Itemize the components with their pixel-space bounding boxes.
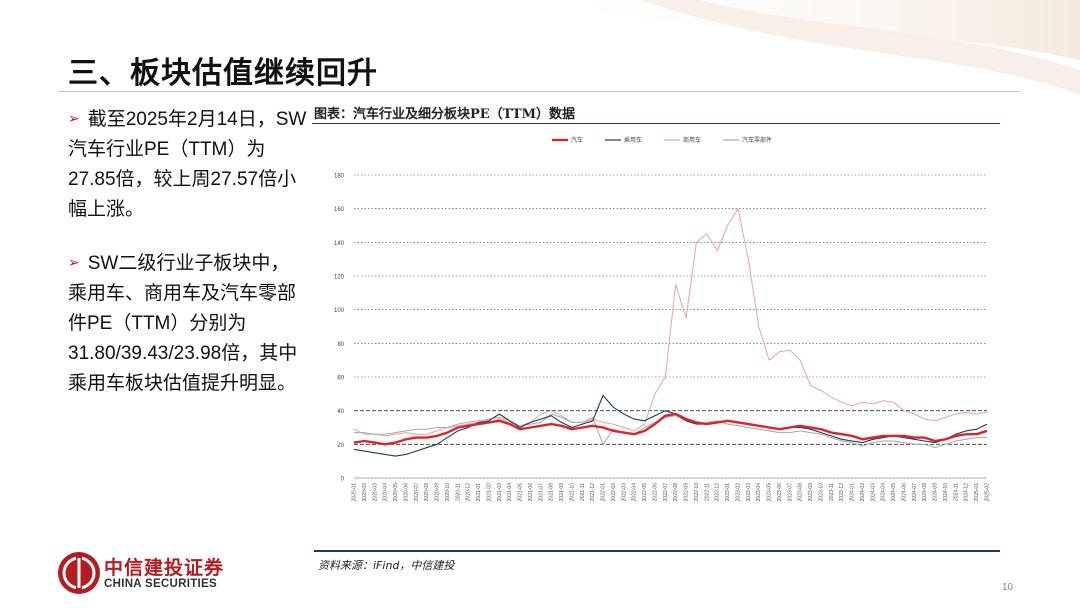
arrow-bullet-icon: ➢ xyxy=(68,110,80,126)
x-tick-label: 2022-03 xyxy=(621,483,627,502)
x-tick-label: 2021-04 xyxy=(507,483,513,502)
x-tick-label: 2024-05 xyxy=(891,483,897,502)
y-tick-label: 60 xyxy=(337,376,344,382)
x-tick-label: 2021-07 xyxy=(538,483,544,502)
x-tick-label: 2022-06 xyxy=(652,483,658,502)
x-tick-label: 2022-02 xyxy=(611,483,617,502)
x-tick-label: 2023-05 xyxy=(767,483,773,502)
bullet-item: ➢ 截至2025年2月14日，SW汽车行业PE（TTM）为27.85倍，较上周27… xyxy=(68,103,308,225)
x-tick-label: 2020-06 xyxy=(403,483,409,502)
x-tick-label: 2021-11 xyxy=(580,483,586,501)
x-tick-label: 2024-06 xyxy=(901,483,907,502)
series-line xyxy=(353,412,988,446)
citic-logo-icon xyxy=(58,552,100,594)
x-tick-label: 2020-04 xyxy=(383,483,389,502)
x-tick-label: 2023-04 xyxy=(756,483,762,502)
x-tick-label: 2021-10 xyxy=(569,483,575,502)
x-tick-label: 2020-05 xyxy=(393,483,399,502)
x-tick-label: 2021-05 xyxy=(518,483,524,502)
x-tick-label: 2021-02 xyxy=(486,483,492,502)
bullet-list: ➢ 截至2025年2月14日，SW汽车行业PE（TTM）为27.85倍，较上周27… xyxy=(68,103,308,421)
x-tick-label: 2023-06 xyxy=(777,483,783,502)
bullet-text: 截至2025年2月14日，SW汽车行业PE（TTM）为27.85倍，较上周27.… xyxy=(68,109,307,220)
y-tick-label: 40 xyxy=(337,409,344,415)
x-tick-label: 2024-11 xyxy=(953,483,959,501)
x-tick-label: 2022-08 xyxy=(673,483,679,502)
bullet-text: SW二级行业子板块中，乘用车、商用车及汽车零部件PE（TTM）分别为31.80/… xyxy=(68,253,298,394)
x-tick-label: 2023-12 xyxy=(839,483,845,502)
legend-label: 汽车 xyxy=(571,136,583,144)
x-tick-label: 2021-03 xyxy=(497,483,503,502)
x-tick-label: 2025-01 xyxy=(974,483,980,502)
x-tick-label: 2021-01 xyxy=(476,483,482,502)
x-tick-label: 2020-07 xyxy=(414,483,420,502)
x-tick-label: 2023-09 xyxy=(808,483,814,502)
arrow-bullet-icon: ➢ xyxy=(68,254,80,270)
source-note: 资料来源：iFind，中信建投 xyxy=(318,559,455,572)
x-tick-label: 2022-09 xyxy=(684,483,690,502)
title-divider xyxy=(58,91,1020,92)
brand-name-en: CHINA SECURITIES xyxy=(104,578,217,590)
x-tick-label: 2020-02 xyxy=(362,483,368,502)
legend-label: 汽车零部件 xyxy=(742,136,772,144)
legend-label: 商用车 xyxy=(683,136,701,144)
brand-name-cn: 中信建投证券 xyxy=(104,557,225,579)
y-tick-label: 120 xyxy=(334,275,345,281)
bullet-item: ➢ SW二级行业子板块中，乘用车、商用车及汽车零部件PE（TTM）分别为31.80… xyxy=(68,247,308,399)
x-tick-label: 2023-10 xyxy=(818,483,824,502)
x-tick-label: 2021-12 xyxy=(590,483,596,502)
x-tick-label: 2020-01 xyxy=(352,483,358,502)
y-tick-label: 80 xyxy=(337,342,344,348)
source-divider xyxy=(314,550,1000,552)
x-tick-label: 2024-07 xyxy=(912,483,918,502)
x-tick-label: 2020-08 xyxy=(424,483,430,502)
legend-label: 乘用车 xyxy=(624,136,642,144)
y-tick-label: 100 xyxy=(334,308,345,314)
y-tick-label: 160 xyxy=(334,207,345,213)
x-tick-label: 2022-01 xyxy=(601,483,607,502)
x-tick-label: 2023-03 xyxy=(746,483,752,502)
y-tick-label: 180 xyxy=(334,174,345,180)
x-tick-label: 2020-10 xyxy=(445,483,451,502)
page-number: 10 xyxy=(1002,582,1014,593)
x-tick-label: 2020-03 xyxy=(372,483,378,502)
x-tick-label: 2020-11 xyxy=(455,483,461,501)
x-tick-label: 2023-02 xyxy=(735,483,741,502)
x-tick-label: 2020-12 xyxy=(466,483,472,502)
series-line xyxy=(353,394,988,457)
slide-title: 三、板块估值继续回升 xyxy=(68,56,378,91)
y-tick-label: 0 xyxy=(341,477,345,483)
x-tick-label: 2023-08 xyxy=(798,483,804,502)
x-tick-label: 2024-09 xyxy=(933,483,939,502)
x-tick-label: 2022-07 xyxy=(663,483,669,502)
x-tick-label: 2023-01 xyxy=(725,483,731,502)
x-tick-label: 2022-04 xyxy=(632,483,638,502)
x-tick-label: 2024-10 xyxy=(943,483,949,502)
x-tick-label: 2022-12 xyxy=(715,483,721,502)
x-tick-label: 2024-01 xyxy=(850,483,856,502)
x-tick-label: 2021-09 xyxy=(559,483,565,502)
x-tick-label: 2023-11 xyxy=(829,483,835,501)
x-tick-label: 2022-11 xyxy=(704,483,710,501)
x-tick-label: 2025-02 xyxy=(985,483,991,502)
x-tick-label: 2022-10 xyxy=(694,483,700,502)
chart-header: 图表：汽车行业及细分板块PE（TTM）数据 xyxy=(312,101,1000,124)
x-tick-label: 2022-05 xyxy=(642,483,648,502)
series-line xyxy=(353,208,988,437)
x-tick-label: 2021-06 xyxy=(528,483,534,502)
series-line xyxy=(354,413,987,449)
y-tick-label: 20 xyxy=(337,443,344,449)
pe-line-chart: 0 20 40 60 80 100 120 140 160 180 2020-01 2020-02 20… xyxy=(334,136,991,502)
x-tick-label: 2024-03 xyxy=(870,483,876,502)
x-tick-label: 2023-07 xyxy=(787,483,793,502)
x-tick-label: 2021-08 xyxy=(549,483,555,502)
x-tick-label: 2024-12 xyxy=(964,483,970,502)
x-tick-label: 2024-02 xyxy=(860,483,866,502)
x-tick-label: 2024-04 xyxy=(881,483,887,502)
x-tick-label: 2020-09 xyxy=(435,483,441,502)
y-tick-label: 140 xyxy=(334,241,345,247)
chart-title: 图表：汽车行业及细分板块PE（TTM）数据 xyxy=(314,107,575,122)
x-tick-label: 2024-08 xyxy=(922,483,928,502)
